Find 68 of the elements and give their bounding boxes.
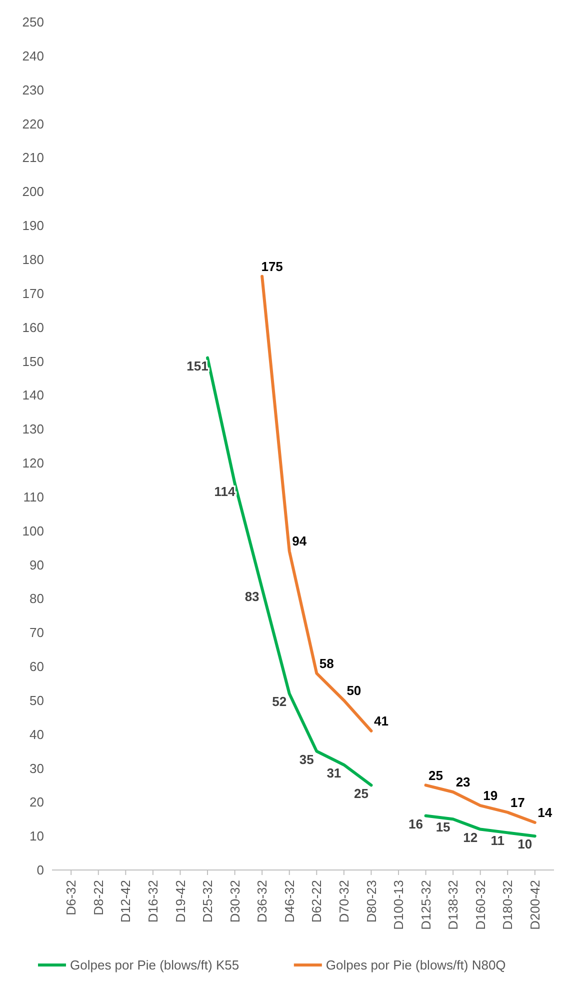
data-label: 19 xyxy=(483,788,498,804)
y-tick-label: 240 xyxy=(22,48,44,64)
y-tick-label: 40 xyxy=(30,726,44,742)
data-label: 14 xyxy=(538,805,553,820)
data-label: 151 xyxy=(186,358,208,374)
x-tick-label: D125-32 xyxy=(418,880,434,930)
data-label: 25 xyxy=(354,786,368,801)
y-tick-label: 140 xyxy=(22,388,44,403)
x-tick-label: D138-32 xyxy=(446,880,461,930)
x-tick-label: D62-22 xyxy=(309,880,324,923)
x-tick-label: D16-32 xyxy=(145,880,160,923)
y-tick-label: 20 xyxy=(30,794,44,810)
x-tick-label: D180-32 xyxy=(500,880,516,930)
y-tick-label: 30 xyxy=(30,760,44,776)
x-tick-label: D19-42 xyxy=(172,880,188,923)
y-tick-label: 150 xyxy=(22,354,44,369)
x-tick-label: D30-32 xyxy=(227,880,242,923)
y-tick-label: 180 xyxy=(22,252,44,267)
y-tick-label: 60 xyxy=(30,659,44,674)
y-tick-label: 110 xyxy=(23,489,44,504)
data-label: 83 xyxy=(244,589,260,604)
data-label: 50 xyxy=(346,682,362,698)
y-tick-label: 200 xyxy=(22,184,44,200)
y-tick-label: 190 xyxy=(22,218,44,234)
data-label: 15 xyxy=(436,820,450,835)
x-tick-label: D46-32 xyxy=(282,880,297,923)
y-tick-label: 170 xyxy=(22,286,44,301)
data-label: 31 xyxy=(326,765,342,780)
x-tick-label: D36-32 xyxy=(254,880,270,923)
data-label: 16 xyxy=(408,816,424,832)
data-label: 94 xyxy=(292,534,308,549)
y-tick-label: 90 xyxy=(30,557,44,572)
y-tick-label: 250 xyxy=(22,14,44,30)
y-tick-label: 10 xyxy=(30,828,44,844)
x-tick-label: D12-42 xyxy=(118,880,134,923)
x-tick-label: D80-23 xyxy=(364,880,379,923)
data-label: 11 xyxy=(490,833,504,848)
y-tick-label: 210 xyxy=(22,150,44,166)
data-label: 114 xyxy=(214,484,236,499)
x-tick-label: D6-32 xyxy=(64,880,79,916)
data-label: 175 xyxy=(261,258,283,274)
data-label: 58 xyxy=(319,656,334,671)
data-label: 23 xyxy=(456,774,470,790)
x-tick-label: D8-22 xyxy=(90,880,106,916)
legend-label: Golpes por Pie (blows/ft) K55 xyxy=(70,958,240,973)
data-label: 35 xyxy=(299,752,314,767)
y-tick-label: 100 xyxy=(22,523,44,538)
y-tick-label: 130 xyxy=(22,422,44,437)
x-tick-label: D160-32 xyxy=(472,880,488,930)
y-tick-label: 50 xyxy=(30,692,44,708)
legend-label: Golpes por Pie (blows/ft) N80Q xyxy=(326,958,506,973)
x-tick-label: D200-42 xyxy=(527,880,542,930)
data-label: 17 xyxy=(510,794,525,810)
data-label: 10 xyxy=(518,836,532,852)
y-tick-label: 230 xyxy=(22,82,44,98)
y-tick-label: 0 xyxy=(36,862,44,878)
y-tick-label: 160 xyxy=(22,320,44,335)
x-tick-label: D70-32 xyxy=(336,880,352,923)
x-tick-label: D100-13 xyxy=(391,880,406,930)
x-tick-label: D25-32 xyxy=(200,880,216,923)
data-label: 25 xyxy=(428,768,444,783)
data-label: 12 xyxy=(463,830,478,845)
y-tick-label: 80 xyxy=(30,591,44,606)
data-label: 41 xyxy=(374,713,388,728)
y-tick-label: 120 xyxy=(22,456,44,471)
y-tick-label: 220 xyxy=(22,116,44,132)
data-label: 52 xyxy=(272,694,287,710)
y-tick-label: 70 xyxy=(30,625,44,640)
